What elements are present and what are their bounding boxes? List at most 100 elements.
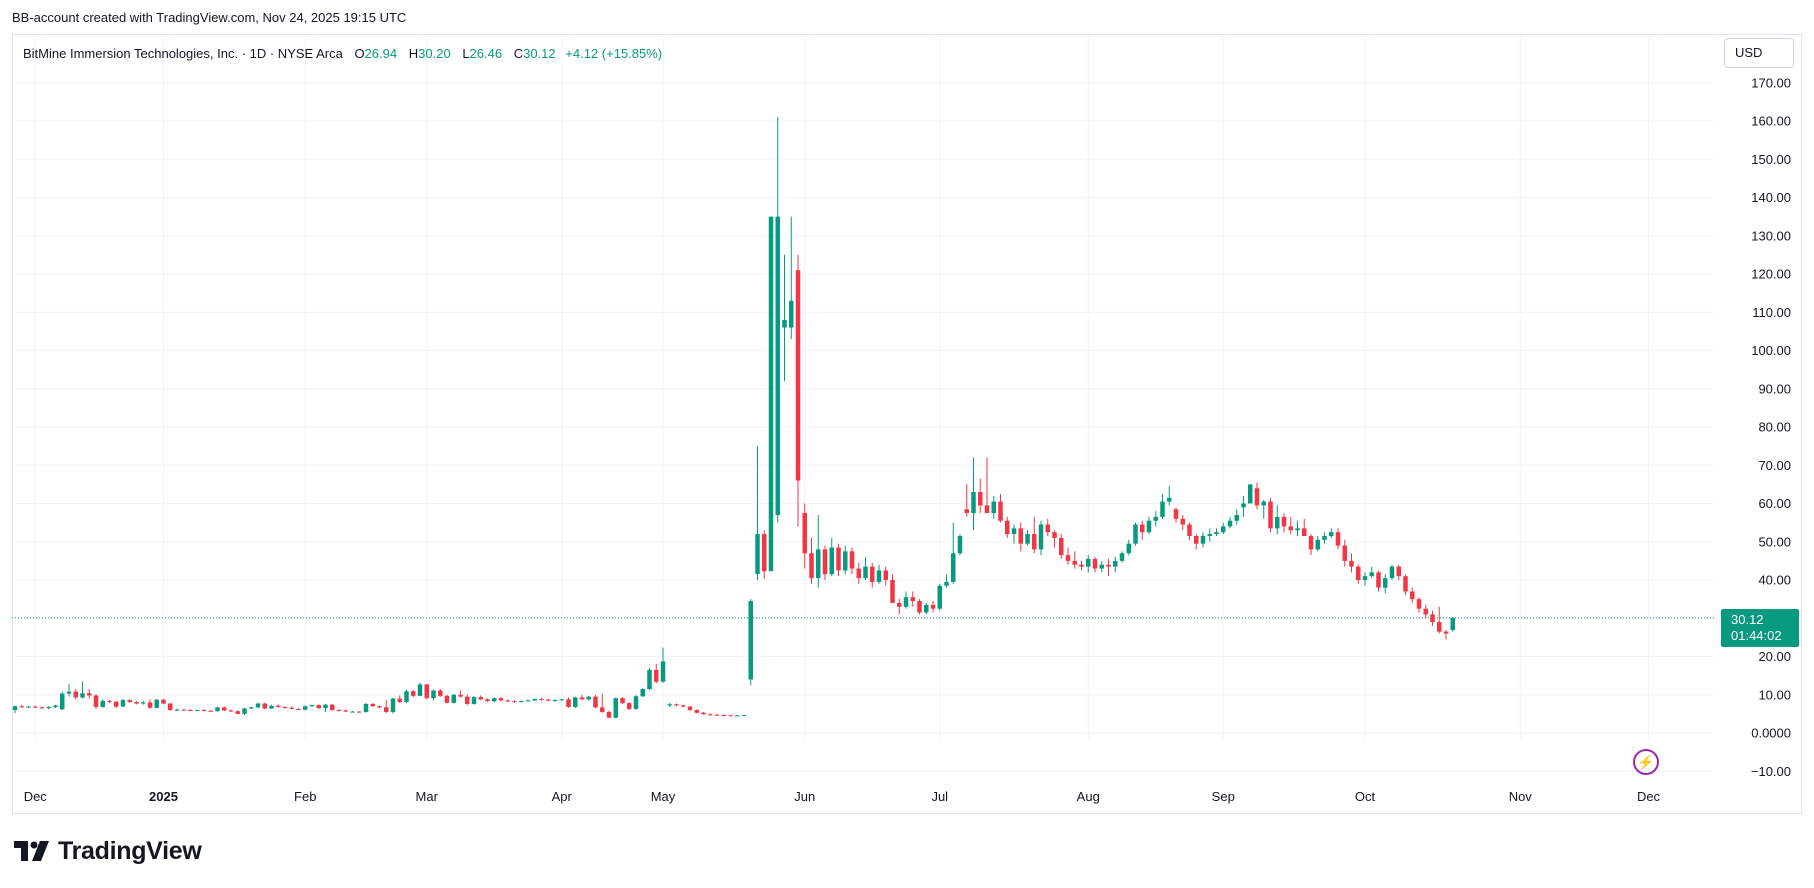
candle [930,601,936,613]
x-axis: Dec 2025 Feb Mar Apr May Jun Jul Aug Sep Oct Nov Dec [24,789,1661,804]
candle-body [546,699,551,701]
candle [627,702,632,711]
candle [1038,520,1044,556]
candle-body [951,553,956,582]
candle [586,695,591,701]
candle-body [397,698,402,703]
candle-body [100,700,105,707]
candle-body [1194,536,1199,544]
candle-body [120,700,126,707]
tradingview-logo[interactable]: TradingView [14,836,202,866]
candle [951,522,956,584]
candle [917,599,922,615]
candle [181,708,186,711]
candle-body [1153,516,1158,521]
candle [802,503,807,569]
candle [795,254,801,527]
chart-frame[interactable] [12,34,1802,814]
y-tick-label: 170.00 [1751,75,1791,90]
candle [498,697,504,702]
candle [1200,532,1206,548]
candle-body [1281,516,1287,527]
candle [323,703,328,712]
candle-body [1133,524,1138,544]
candle [741,714,747,717]
candle-body [1261,501,1266,506]
candle [1079,560,1084,571]
candle-body [1099,564,1104,569]
candle [93,693,99,709]
candle-body [390,698,396,712]
candle [431,689,436,701]
candle-body [26,706,31,708]
candle [262,702,267,710]
candle-body [1349,560,1354,567]
candle-body [1119,553,1125,561]
candle-body [1072,560,1077,565]
candle-body [377,706,382,708]
candle-body [323,704,328,709]
attribution-text: BB-account created with TradingView.com,… [12,10,407,25]
candle-body [363,703,369,712]
candle [80,681,85,699]
candle [870,562,875,588]
candle [1214,528,1219,537]
y-tick-label: 50.00 [1758,534,1791,549]
candle [100,699,105,708]
candle [890,574,895,603]
candle-body [255,703,261,708]
candle [1437,606,1442,634]
y-tick-label: −10.00 [1751,764,1791,779]
candle-body [141,702,146,704]
candle-body [957,536,963,554]
candle-body [944,581,949,586]
candle [856,562,861,584]
candle [573,696,578,709]
candle [87,689,92,699]
candle-body [370,703,375,707]
candle [1362,572,1368,586]
candle [755,446,760,580]
candle [309,704,315,707]
candle-body [208,710,213,712]
candle [424,683,429,700]
candle-body [276,705,281,707]
candle-body [876,570,882,582]
candle-body [228,710,234,712]
candle-body [1322,536,1327,540]
candle [289,706,294,710]
candle [694,709,699,714]
candle-body [620,698,625,704]
last-price-tag: 30.12 01:44:02 [1721,609,1799,647]
candle-body [519,700,524,702]
candle [1018,522,1023,552]
candle [748,599,753,686]
candle [964,484,969,517]
candle [1140,520,1145,540]
candle-body [978,492,983,506]
candles [12,117,1455,719]
candle-body [1288,526,1293,531]
candle [593,695,598,709]
currency-button[interactable]: USD [1724,38,1794,68]
x-tick-label: Apr [552,789,573,804]
candle [1032,516,1037,554]
candle-body [154,699,159,708]
candle-body [802,513,807,554]
candle-body [438,690,443,696]
candle [1146,516,1152,535]
candle-body [748,601,753,680]
candle-body [728,715,733,717]
x-tick-label: Jul [931,789,948,804]
candle [1315,536,1320,552]
candle [73,689,78,700]
candle [282,706,288,709]
candle [1396,564,1401,580]
y-tick-label: 60.00 [1758,496,1791,511]
candle-body [1362,576,1368,580]
candle-body [498,698,504,701]
lightning-bolt-icon[interactable]: ⚡ [1633,749,1659,775]
candle-body [33,706,38,708]
y-tick-label: 10.00 [1758,687,1791,702]
